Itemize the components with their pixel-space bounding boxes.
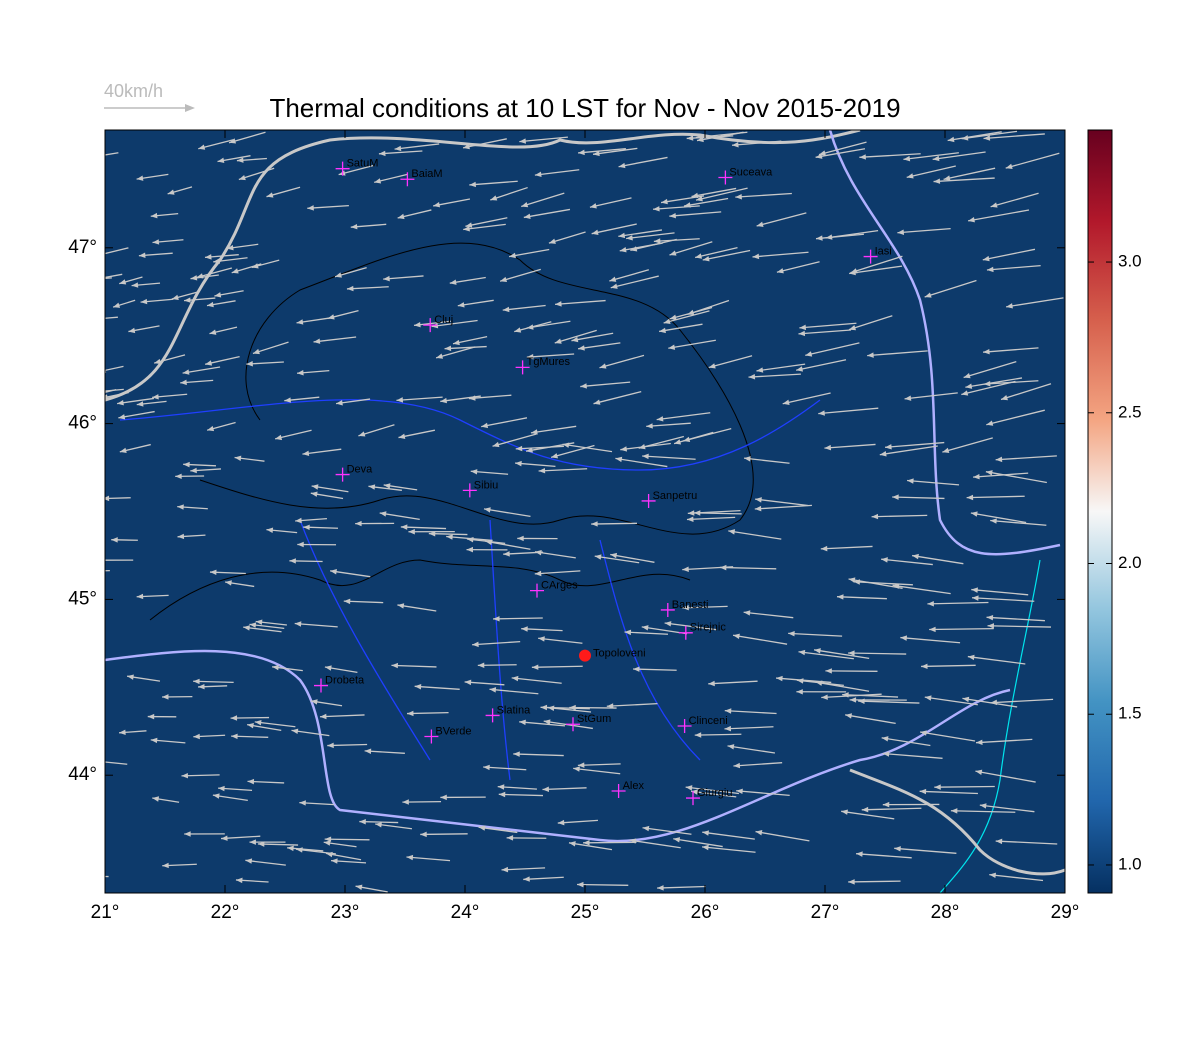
x-tick-label: 22° xyxy=(211,902,240,923)
wind-arrow xyxy=(569,707,616,708)
wind-arrow xyxy=(325,839,370,840)
colorbar-tick-label: 3.0 xyxy=(1118,252,1142,271)
city-label: Drobeta xyxy=(325,674,365,686)
colorbar-tick-label: 1.5 xyxy=(1118,704,1142,723)
city-label: Sibiu xyxy=(474,479,498,491)
city-label: SatuM xyxy=(347,158,379,170)
city-label: Sanpetru xyxy=(653,490,698,502)
x-tick-label: 23° xyxy=(331,902,360,923)
x-tick-label: 25° xyxy=(571,902,600,923)
city-label: Suceava xyxy=(729,166,773,178)
wind-arrow xyxy=(80,500,105,502)
city-label: Giurgiu xyxy=(697,787,732,799)
site-marker xyxy=(579,650,591,662)
wind-scale-head xyxy=(185,104,195,112)
wind-arrow-head xyxy=(89,316,96,321)
wind-arrow-head xyxy=(81,873,87,878)
wind-arrow xyxy=(848,881,900,882)
wind-arrow-head xyxy=(96,275,103,280)
site-label: Topoloveni xyxy=(593,648,646,660)
city-label: Slatina xyxy=(497,704,532,716)
wind-arrow xyxy=(81,876,109,877)
city-label: BaiaM xyxy=(411,168,442,180)
city-label: StGum xyxy=(577,713,611,725)
wind-arrow-head xyxy=(77,568,83,573)
colorbar xyxy=(1088,130,1112,893)
wind-arrow-head xyxy=(93,391,100,396)
x-tick-label: 24° xyxy=(451,902,480,923)
wind-arrow xyxy=(695,734,742,735)
wind-arrow xyxy=(929,629,994,630)
city-label: Deva xyxy=(347,463,374,475)
city-label: Iasi xyxy=(875,245,892,257)
y-tick-label: 46° xyxy=(68,413,97,434)
y-tick-label: 44° xyxy=(68,764,97,785)
wind-arrow-head xyxy=(79,372,86,377)
x-tick-label: 27° xyxy=(811,902,840,923)
x-tick-label: 28° xyxy=(931,902,960,923)
x-tick-label: 29° xyxy=(1051,902,1080,923)
city-label: Clinceni xyxy=(689,715,728,727)
wind-arrow xyxy=(591,523,637,524)
x-tick-label: 21° xyxy=(91,902,120,923)
y-tick-label: 47° xyxy=(68,237,97,258)
wind-arrow xyxy=(79,370,106,376)
wind-arrow-head xyxy=(85,154,92,159)
colorbar-tick-label: 2.0 xyxy=(1118,553,1142,572)
wind-arrow-head xyxy=(86,276,93,281)
city-label: Banesti xyxy=(672,599,709,611)
colorbar-tick-label: 1.0 xyxy=(1118,854,1142,873)
wind-arrow xyxy=(420,834,467,835)
city-label: Sirejnic xyxy=(690,622,727,634)
city-label: TgMures xyxy=(527,356,571,368)
wind-arrow-head xyxy=(92,389,99,394)
city-label: Alex xyxy=(623,780,645,792)
wind-arrow xyxy=(934,786,994,787)
city-label: BVerde xyxy=(435,725,471,737)
y-tick-label: 45° xyxy=(68,588,97,609)
colorbar-tick-label: 2.5 xyxy=(1118,402,1142,421)
wind-scale-label: 40km/h xyxy=(104,81,163,101)
city-label: Cluj xyxy=(434,314,453,326)
title: Thermal conditions at 10 LST for Nov - N… xyxy=(269,93,900,123)
wind-arrow-head xyxy=(80,498,87,503)
wind-arrow-head xyxy=(98,251,105,256)
wind-arrow-head xyxy=(99,557,105,562)
city-label: CArges xyxy=(541,580,578,592)
x-tick-label: 26° xyxy=(691,902,720,923)
map-background xyxy=(105,130,1065,893)
